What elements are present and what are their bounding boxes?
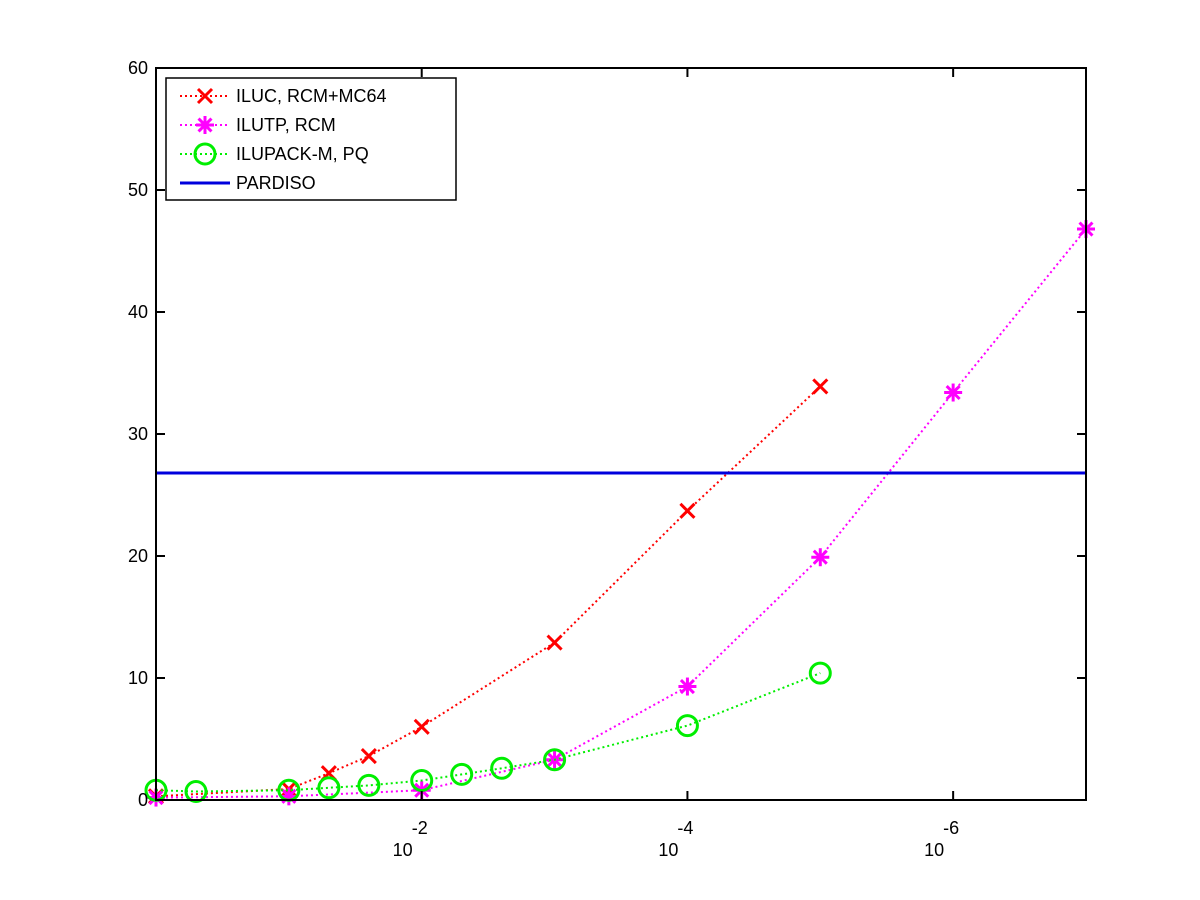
- x-tick-exponent--6: -6: [943, 818, 959, 838]
- series-line-ilupack-m-pq: [155, 672, 821, 793]
- data-point-iluc-rcm-mc64-5: [546, 634, 563, 651]
- series-layer: [144, 220, 1095, 807]
- data-point-iluc-rcm-mc64-6: [679, 502, 696, 519]
- x-tick-base--6: 10: [924, 840, 944, 860]
- data-point-ilupack-m-pq-8: [543, 748, 567, 772]
- data-point-ilupack-m-pq-7: [490, 756, 514, 780]
- data-point-ilutp-rcm-5: [811, 548, 830, 567]
- series-line-ilutp-rcm: [155, 228, 1087, 799]
- data-point-ilupack-m-pq-9: [675, 714, 699, 738]
- legend-label-pardiso: PARDISO: [236, 173, 316, 193]
- y-tick-label-50: 50: [128, 180, 148, 200]
- data-point-ilupack-m-pq-3: [317, 776, 341, 800]
- data-point-iluc-rcm-mc64-4: [413, 718, 430, 735]
- y-tick-label-60: 60: [128, 58, 148, 78]
- legend-entry-iluc-rcm-mc64: ILUC, RCM+MC64: [180, 86, 387, 106]
- y-tick-label-10: 10: [128, 668, 148, 688]
- legend-entry-pardiso: PARDISO: [180, 173, 316, 193]
- x-tick-base--4: 10: [658, 840, 678, 860]
- x-tick-base--2: 10: [393, 840, 413, 860]
- legend-entry-ilutp-rcm: ILUTP, RCM: [180, 115, 336, 135]
- y-tick-label-40: 40: [128, 302, 148, 322]
- legend-label-iluc-rcm-mc64: ILUC, RCM+MC64: [236, 86, 387, 106]
- data-point-ilupack-m-pq-4: [357, 773, 381, 797]
- x-tick-exponent--2: -2: [412, 818, 428, 838]
- series-line-iluc-rcm-mc64: [155, 385, 821, 798]
- legend-marker-iluc-rcm-mc64: [196, 87, 214, 105]
- legend-label-ilupack-m-pq: ILUPACK-M, PQ: [236, 144, 369, 164]
- data-point-ilutp-rcm-6: [944, 383, 963, 402]
- data-point-ilutp-rcm-4: [678, 677, 697, 696]
- legend-box: [165, 77, 457, 201]
- data-point-ilupack-m-pq-5: [410, 768, 434, 792]
- y-tick-label-0: 0: [138, 790, 148, 810]
- series-ilupack-m-pq: [144, 661, 832, 803]
- legend-label-ilutp-rcm: ILUTP, RCM: [236, 115, 336, 135]
- legend: ILUC, RCM+MC64 ILUTP, RCM ILUPACK-M, PQ PAR…: [165, 77, 457, 201]
- data-point-ilupack-m-pq-1: [184, 779, 208, 803]
- y-tick-label-30: 30: [128, 424, 148, 444]
- legend-marker-ilupack-m-pq: [193, 142, 217, 166]
- y-tick-label-20: 20: [128, 546, 148, 566]
- data-point-ilupack-m-pq-6: [450, 762, 474, 786]
- data-point-iluc-rcm-mc64-3: [360, 748, 377, 765]
- legend-marker-ilutp-rcm: [196, 116, 214, 134]
- data-point-iluc-rcm-mc64-7: [812, 378, 829, 395]
- data-point-ilupack-m-pq-10: [808, 661, 832, 685]
- legend-entry-ilupack-m-pq: ILUPACK-M, PQ: [180, 142, 369, 166]
- x-tick-exponent--4: -4: [677, 818, 693, 838]
